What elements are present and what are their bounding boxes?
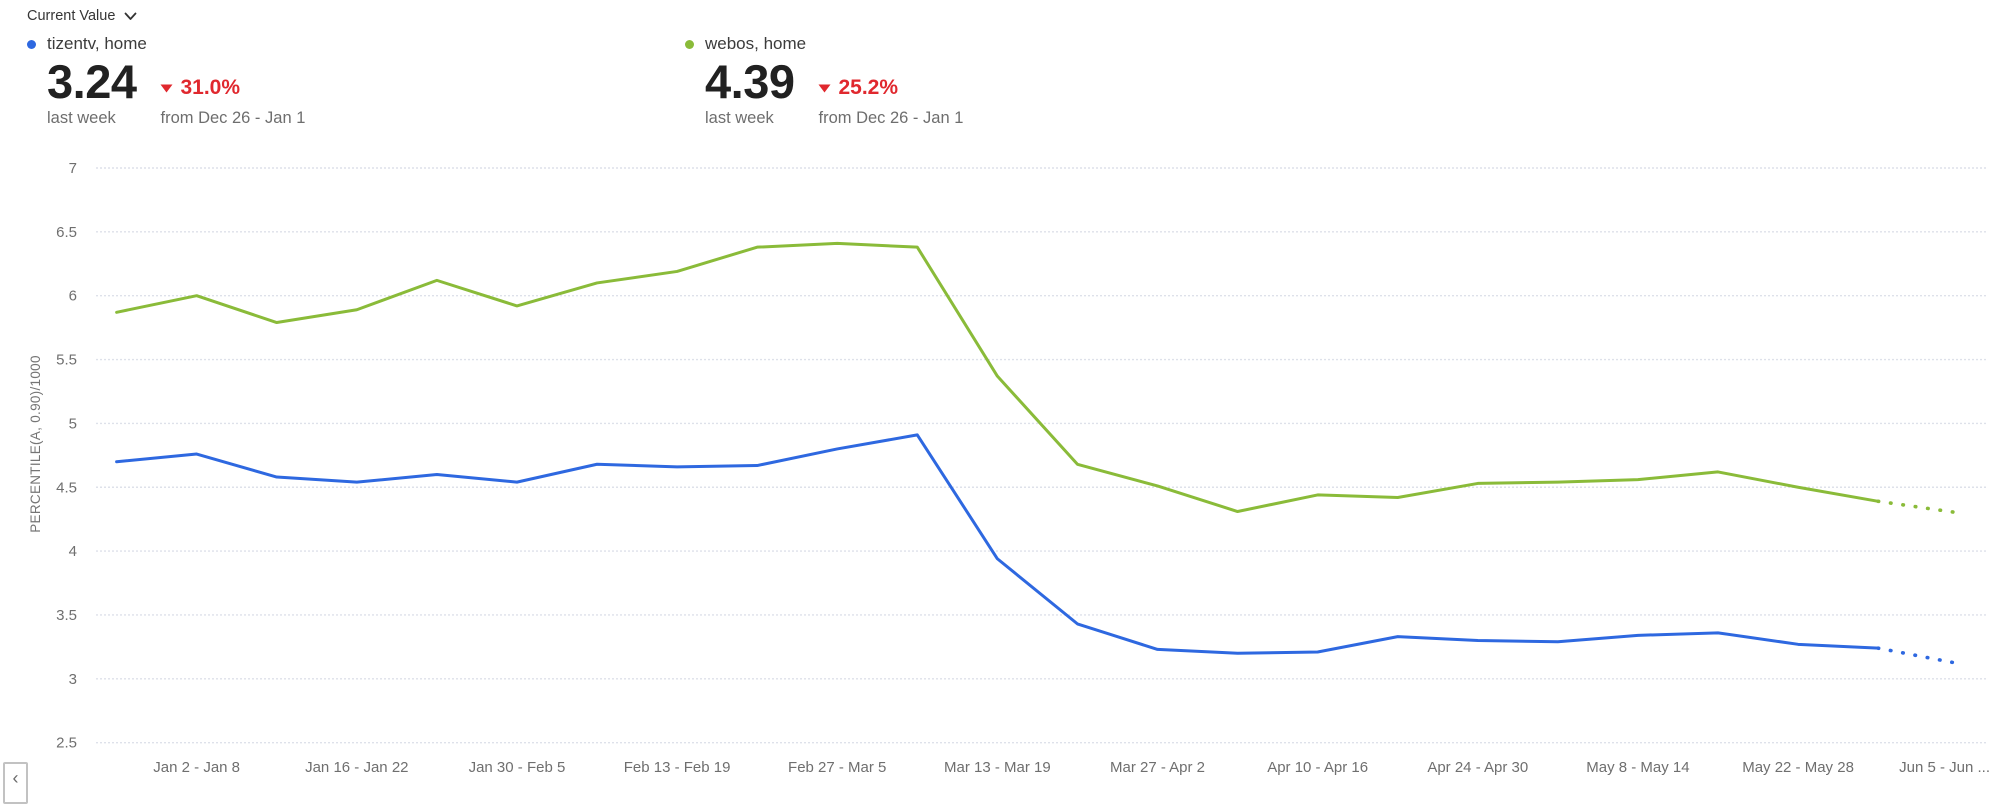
x-tick-label: Feb 27 - Mar 5 xyxy=(788,759,886,776)
y-tick-label: 3 xyxy=(69,671,77,688)
x-tick-label: Mar 13 - Mar 19 xyxy=(944,759,1051,776)
legend-dot-icon xyxy=(685,39,694,49)
down-triangle-icon xyxy=(160,84,173,92)
kpi-change-percent: 31.0% xyxy=(180,76,241,99)
x-tick-label: Mar 27 - Apr 2 xyxy=(1110,759,1205,776)
legend-label: tizentv, home xyxy=(47,34,147,53)
series-line-projected-tizentv-home xyxy=(1876,646,1961,666)
y-axis-title: PERCENTILE(A, 0.90)/1000 xyxy=(28,355,43,533)
x-tick-label: Jan 2 - Jan 8 xyxy=(153,759,240,776)
x-tick-label: May 8 - May 14 xyxy=(1586,759,1689,776)
x-tick-label: Apr 10 - Apr 16 xyxy=(1267,759,1368,776)
kpi-change-percent: 25.2% xyxy=(838,76,899,99)
x-tick-label: Apr 24 - Apr 30 xyxy=(1427,759,1528,776)
metric-selector-dropdown[interactable]: Current Value xyxy=(27,8,137,24)
y-tick-label: 4 xyxy=(69,543,77,560)
x-tick-label: Feb 13 - Feb 19 xyxy=(624,759,731,776)
metric-selector-label: Current Value xyxy=(27,8,116,24)
kpi-value: 4.39 xyxy=(705,55,795,108)
y-tick-label: 2.5 xyxy=(56,735,77,752)
legend-item-webos[interactable]: webos, home xyxy=(685,34,963,54)
y-tick-label: 6 xyxy=(69,288,77,305)
y-tick-label: 6.5 xyxy=(56,224,77,241)
kpi-change: 25.2% xyxy=(818,76,963,108)
kpi-comparison: from Dec 26 - Jan 1 xyxy=(160,109,306,127)
legend-dot-icon xyxy=(27,39,36,49)
legend-item-tizentv[interactable]: tizentv, home xyxy=(27,34,305,54)
x-tick-label: May 22 - May 28 xyxy=(1742,759,1854,776)
chevron-down-icon xyxy=(124,12,137,20)
y-tick-label: 5.5 xyxy=(56,352,77,369)
series-line-projected-webos-home xyxy=(1876,499,1961,515)
x-tick-label: Jan 30 - Feb 5 xyxy=(469,759,566,776)
previous-page-button[interactable]: ‹ xyxy=(3,762,28,804)
y-tick-label: 7 xyxy=(69,160,77,177)
y-tick-label: 4.5 xyxy=(56,479,77,496)
kpi-billboard-webos: webos, home 4.39 25.2% last week from De… xyxy=(685,34,963,128)
down-triangle-icon xyxy=(818,84,831,92)
chevron-left-icon: ‹ xyxy=(12,768,19,788)
kpi-billboard-tizentv: tizentv, home 3.24 31.0% last week from … xyxy=(27,34,305,128)
kpi-period: last week xyxy=(47,109,116,127)
y-tick-label: 3.5 xyxy=(56,607,77,624)
kpi-change: 31.0% xyxy=(160,76,305,108)
series-line-webos-home[interactable] xyxy=(115,241,1880,514)
kpi-period: last week xyxy=(705,109,774,127)
y-tick-label: 5 xyxy=(69,415,77,432)
series-line-tizentv-home[interactable] xyxy=(115,433,1880,655)
x-tick-label: Jun 5 - Jun ... xyxy=(1899,759,1990,776)
x-tick-label: Jan 16 - Jan 22 xyxy=(305,759,408,776)
legend-label: webos, home xyxy=(705,34,807,53)
kpi-comparison: from Dec 26 - Jan 1 xyxy=(818,109,964,127)
kpi-value: 3.24 xyxy=(47,55,137,108)
